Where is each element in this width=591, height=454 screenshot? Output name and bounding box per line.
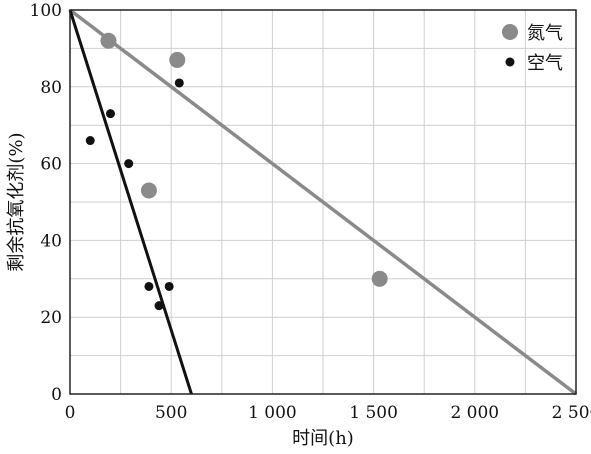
y-tick-label: 20 (40, 308, 62, 328)
data-point-air (124, 159, 134, 169)
fit-lines (68, 8, 578, 396)
data-point-nitrogen (140, 182, 157, 199)
legend-label-nitrogen: 氮气 (527, 23, 563, 44)
x-axis-label: 时间(h) (292, 428, 354, 449)
x-tick-label: 1 000 (248, 403, 297, 423)
legend-marker-nitrogen (502, 24, 518, 40)
y-tick-label: 80 (40, 78, 62, 98)
data-point-air (164, 281, 174, 291)
y-tick-label: 60 (40, 155, 62, 175)
fit-line-nitrogen (68, 8, 578, 396)
plot-frame (69, 9, 577, 395)
data-point-air (105, 109, 115, 119)
legend-label-air: 空气 (527, 53, 563, 74)
data-point-air (174, 78, 184, 88)
legend-marker-air (505, 57, 515, 67)
data-point-air (154, 301, 164, 311)
y-tick-label: 0 (51, 385, 62, 405)
data-point-nitrogen (100, 32, 117, 49)
x-tick-labels: 0 500 1 000 1 500 2 000 2 500 (65, 403, 591, 423)
fit-line-air (68, 9, 193, 395)
data-point-nitrogen (371, 270, 388, 287)
y-tick-labels: 0 20 40 60 80 100 (30, 1, 62, 405)
data-points (85, 32, 388, 311)
y-tick-label: 40 (40, 231, 62, 251)
x-tick-label: 2 500 (552, 403, 591, 423)
x-tick-label: 0 (65, 403, 76, 423)
data-point-air (144, 281, 154, 291)
data-point-nitrogen (169, 51, 186, 68)
y-tick-label: 100 (30, 1, 62, 21)
x-tick-label: 500 (155, 403, 187, 423)
data-point-air (85, 136, 95, 146)
x-tick-label: 2 000 (450, 403, 499, 423)
x-tick-label: 1 500 (349, 403, 398, 423)
y-axis-label: 剩余抗氧化剂(%) (6, 132, 27, 271)
